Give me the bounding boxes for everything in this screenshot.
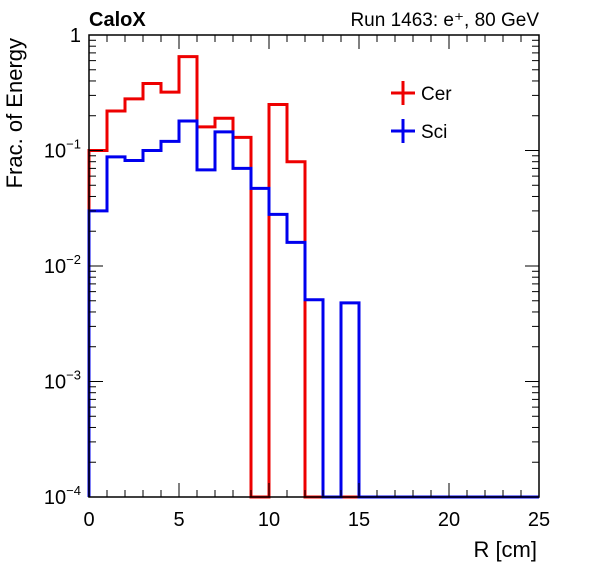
histogram-layer (87, 55, 539, 499)
legend: Cer Sci (391, 81, 452, 143)
x-tick-label: 0 (83, 509, 94, 531)
x-tick-label: 15 (348, 509, 370, 531)
y-tick-labels: 10−4 10−3 10−2 10−1 1 (44, 25, 81, 509)
plot-frame (88, 34, 540, 498)
x-tick-label: 25 (528, 509, 550, 531)
x-tick-label: 20 (438, 509, 460, 531)
legend-label-sci: Sci (421, 122, 447, 143)
x-tick-label: 5 (173, 509, 184, 531)
y-tick-label: 10−4 (44, 483, 81, 509)
y-tick-label: 1 (70, 25, 81, 47)
y-tick-label: 10−3 (44, 368, 81, 394)
y-tick-label: 10−1 (44, 137, 81, 163)
header-right-label: Run 1463: e⁺, 80 GeV (350, 10, 539, 31)
axis-ticks (88, 34, 540, 498)
series-line-cer (87, 55, 539, 499)
header-left-label: CaloX (89, 9, 146, 31)
y-axis-label: Frac. of Energy (2, 38, 27, 188)
series-line-sci (87, 119, 539, 499)
x-tick-label: 10 (258, 509, 280, 531)
x-tick-labels: 0 5 10 15 20 25 (83, 509, 550, 531)
legend-label-cer: Cer (421, 84, 452, 105)
y-tick-label: 10−2 (44, 252, 81, 278)
x-axis-label: R [cm] (473, 537, 537, 562)
